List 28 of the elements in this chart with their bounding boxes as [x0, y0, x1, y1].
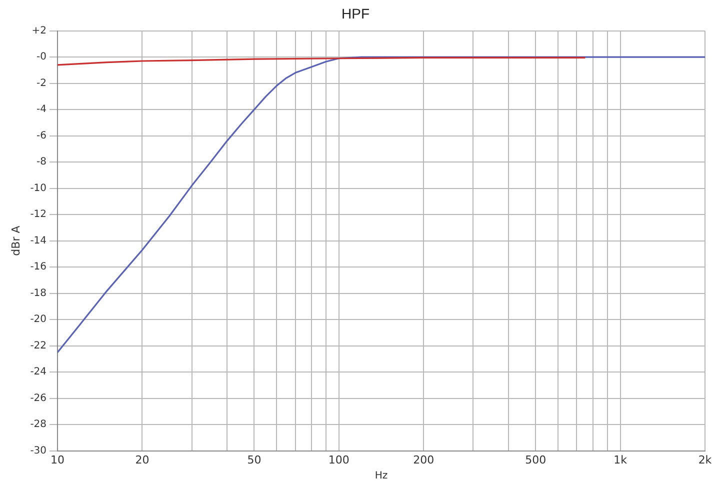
x-tick-label: 500: [525, 453, 546, 466]
y-tick-label: -30: [30, 445, 47, 456]
y-tick-label: -18: [30, 288, 47, 299]
y-tick-label: -16: [30, 262, 47, 273]
y-tick-label: -10: [30, 182, 47, 194]
y-tick-label: -22: [30, 340, 47, 352]
x-tick-label: 200: [413, 453, 434, 466]
x-tick-label: 100: [328, 453, 350, 466]
y-tick-label: -20: [30, 314, 47, 326]
y-tick-label: -28: [30, 419, 47, 430]
y-tick-label: +2: [32, 25, 47, 36]
y-tick-label: -0: [36, 52, 47, 63]
x-tick-label: 50: [247, 453, 262, 466]
y-tick-label: -24: [30, 366, 47, 378]
y-tick-label: -12: [30, 209, 47, 220]
y-tick-label: -14: [30, 235, 47, 246]
x-tick-label: 1k: [614, 453, 628, 466]
x-tick-label: 2k: [698, 453, 712, 466]
y-tick-label: -26: [30, 392, 47, 404]
y-tick-label: -6: [36, 130, 47, 142]
chart-title: HPF: [342, 5, 370, 22]
x-tick-label: 20: [135, 453, 150, 466]
x-tick-label: 10: [50, 453, 65, 466]
y-tick-label: -4: [36, 104, 47, 116]
y-axis-title: dBr A: [9, 225, 22, 256]
y-tick-label: -8: [36, 156, 47, 168]
x-axis-title: Hz: [374, 470, 388, 482]
y-tick-label: -2: [36, 78, 47, 89]
